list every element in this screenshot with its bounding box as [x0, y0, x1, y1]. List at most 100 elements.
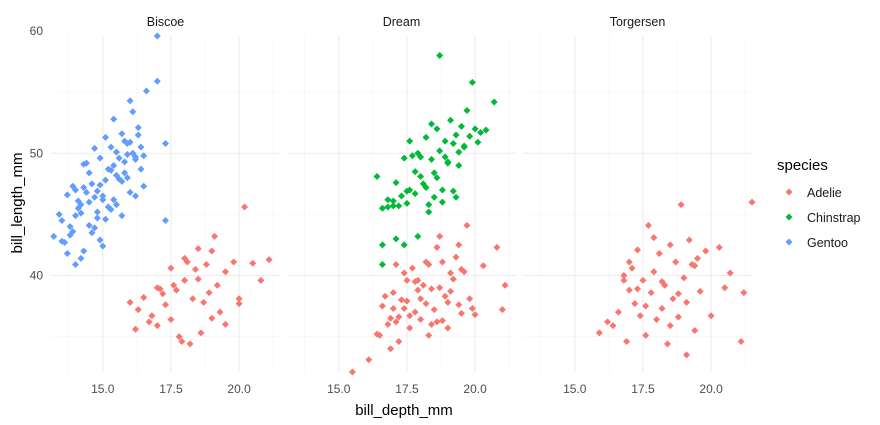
data-point-adelie — [213, 281, 221, 289]
data-point-adelie — [604, 318, 612, 326]
data-point-chinstrap — [378, 204, 386, 212]
x-tick-label: 20.0 — [227, 382, 251, 396]
data-point-adelie — [748, 198, 756, 206]
data-point-adelie — [620, 271, 628, 279]
data-point-adelie — [457, 309, 465, 317]
data-point-adelie — [417, 295, 425, 303]
data-point-adelie — [463, 221, 471, 229]
data-point-adelie — [737, 337, 745, 345]
gridlines-dream — [287, 36, 516, 372]
legend-label-chinstrap: Chinstrap — [807, 211, 861, 225]
data-point-adelie — [178, 337, 186, 345]
data-point-chinstrap — [427, 120, 435, 128]
data-point-chinstrap — [392, 179, 400, 187]
data-point-chinstrap — [449, 187, 457, 195]
data-point-chinstrap — [471, 125, 479, 133]
data-point-adelie — [194, 245, 202, 253]
data-point-chinstrap — [455, 148, 463, 156]
data-point-gentoo — [72, 260, 80, 268]
data-point-chinstrap — [436, 147, 444, 155]
data-point-adelie — [167, 315, 175, 323]
legend-label-gentoo: Gentoo — [807, 236, 848, 250]
data-point-gentoo — [121, 158, 129, 166]
data-point-chinstrap — [389, 197, 397, 205]
gridlines-biscoe — [51, 36, 280, 372]
data-point-chinstrap — [427, 155, 435, 163]
data-point-adelie — [672, 258, 680, 266]
data-point-gentoo — [110, 162, 118, 170]
data-point-adelie — [449, 275, 457, 283]
data-point-gentoo — [126, 138, 134, 146]
data-point-chinstrap — [466, 132, 474, 140]
data-point-adelie — [466, 295, 474, 303]
data-point-adelie — [153, 322, 161, 330]
data-point-adelie — [457, 265, 465, 273]
data-point-gentoo — [85, 221, 93, 229]
data-point-adelie — [498, 306, 506, 314]
data-point-chinstrap — [411, 168, 419, 176]
data-point-adelie — [221, 320, 229, 328]
data-point-adelie — [400, 269, 408, 277]
data-point-chinstrap — [400, 241, 408, 249]
facet-label-dream: Dream — [383, 15, 421, 29]
data-point-adelie — [677, 201, 685, 209]
data-point-adelie — [411, 308, 419, 316]
data-point-adelie — [614, 308, 622, 316]
data-point-chinstrap — [447, 116, 455, 124]
data-point-chinstrap — [452, 131, 460, 139]
data-point-adelie — [408, 264, 416, 272]
data-point-gentoo — [72, 186, 80, 194]
data-point-gentoo — [96, 154, 104, 162]
data-point-adelie — [249, 259, 257, 267]
data-point-gentoo — [91, 144, 99, 152]
data-point-adelie — [685, 236, 693, 244]
data-point-adelie — [436, 232, 444, 240]
data-point-chinstrap — [474, 138, 482, 146]
data-point-gentoo — [110, 196, 118, 204]
legend-key-chinstrap — [785, 213, 793, 221]
data-point-chinstrap — [403, 187, 411, 195]
data-point-adelie — [235, 300, 243, 308]
data-point-gentoo — [99, 242, 107, 250]
y-tick-label: 40 — [30, 268, 44, 282]
data-point-gentoo — [88, 180, 96, 188]
data-point-gentoo — [107, 143, 115, 151]
data-point-adelie — [715, 243, 723, 251]
data-point-chinstrap — [373, 173, 381, 181]
data-point-adelie — [197, 329, 205, 337]
data-point-adelie — [433, 243, 441, 251]
data-point-adelie — [658, 304, 666, 312]
data-point-gentoo — [99, 192, 107, 200]
data-point-adelie — [634, 285, 641, 293]
data-point-adelie — [427, 285, 435, 293]
legend-item-gentoo: Gentoo — [785, 236, 848, 250]
y-tick-label: 60 — [30, 24, 44, 38]
data-point-adelie — [156, 285, 164, 293]
data-point-adelie — [666, 322, 674, 330]
data-point-adelie — [740, 289, 748, 297]
data-point-adelie — [455, 241, 463, 249]
data-point-adelie — [693, 254, 701, 262]
x-tick-label: 15.0 — [563, 382, 587, 396]
data-point-adelie — [417, 315, 425, 323]
data-point-adelie — [170, 281, 178, 289]
y-axis-title: bill_length_mm — [9, 153, 26, 254]
data-point-gentoo — [112, 201, 120, 209]
x-tick-label: 20.0 — [463, 382, 487, 396]
data-point-adelie — [471, 311, 479, 319]
x-tick-label: 15.0 — [327, 382, 351, 396]
data-point-adelie — [427, 320, 435, 328]
data-point-gentoo — [85, 169, 93, 177]
data-point-adelie — [726, 269, 734, 277]
data-point-chinstrap — [378, 260, 386, 268]
data-point-gentoo — [82, 188, 90, 196]
series-adelie-biscoe — [126, 203, 273, 348]
data-point-adelie — [221, 268, 229, 276]
data-point-adelie — [208, 247, 216, 255]
data-point-adelie — [631, 300, 639, 308]
data-point-adelie — [425, 331, 433, 339]
data-point-adelie — [620, 276, 628, 284]
data-point-adelie — [674, 313, 682, 321]
x-tick-label: 17.5 — [631, 382, 655, 396]
